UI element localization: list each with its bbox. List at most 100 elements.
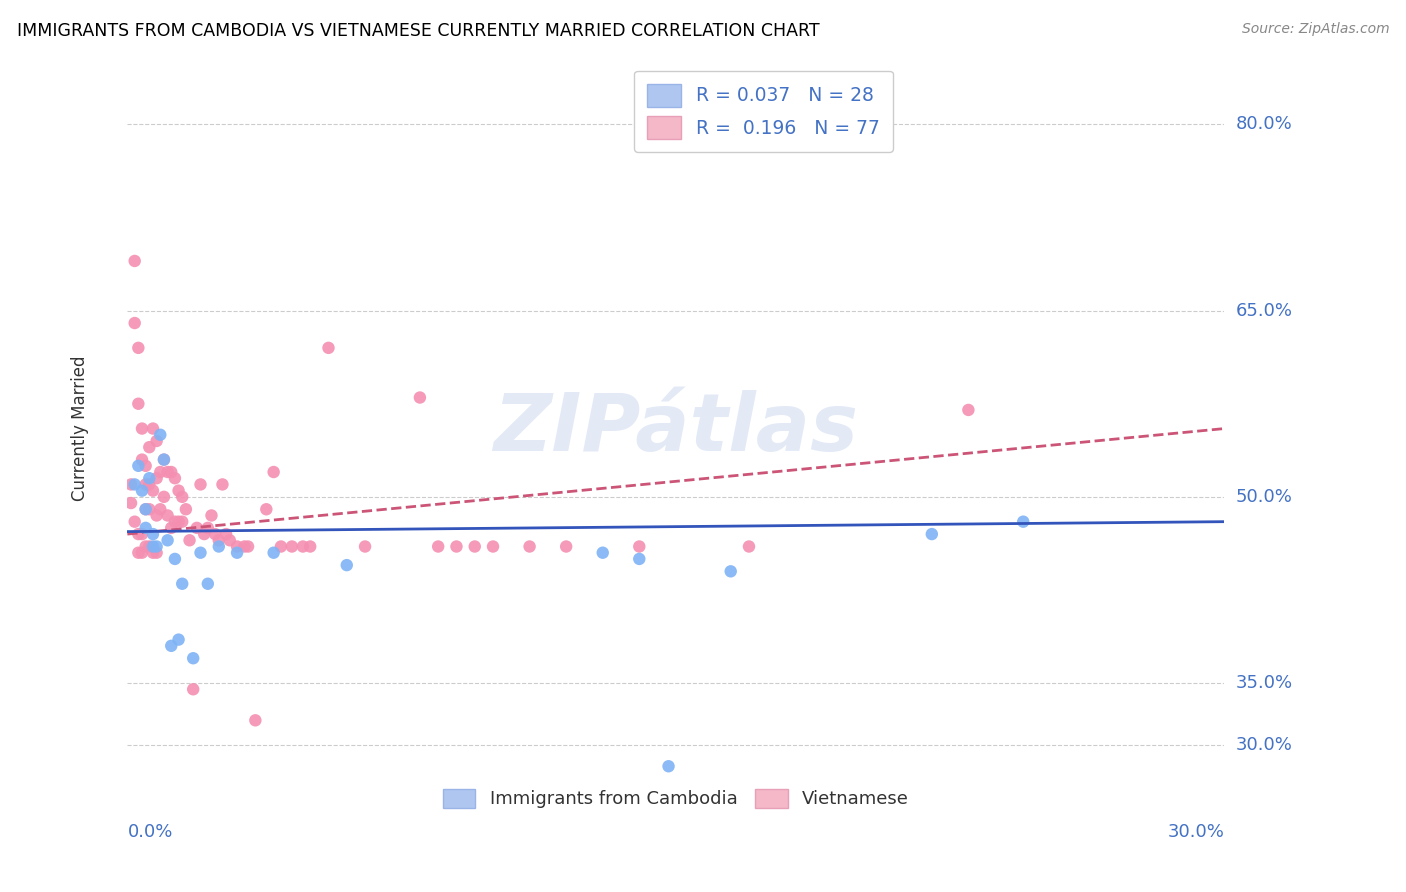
Point [208,540,231,554]
Point [138,540,160,554]
Point [186,521,208,535]
Point [233,540,256,554]
Text: IMMIGRANTS FROM CAMBODIA VS VIETNAMESE CURRENTLY MARRIED CORRELATION CHART: IMMIGRANTS FROM CAMBODIA VS VIETNAMESE C… [17,22,820,40]
Point [145,434,167,448]
Point [124,316,146,330]
Point [145,546,167,560]
Point [124,515,146,529]
Point [190,546,212,560]
Point [127,341,149,355]
Point [181,682,204,697]
Point [592,546,614,560]
Text: 50.0%: 50.0% [1236,488,1292,506]
Point [163,515,186,529]
Point [263,546,285,560]
Point [135,521,157,535]
Point [190,477,212,491]
Point [208,533,231,548]
Point [464,540,486,554]
Point [127,546,149,560]
Point [145,540,167,554]
Point [236,540,259,554]
Text: ZIPátlas: ZIPátlas [494,390,858,467]
Point [446,540,468,554]
Point [153,452,176,467]
Point [291,540,314,554]
Point [738,540,761,554]
Text: 30.0%: 30.0% [1236,736,1292,754]
Point [167,632,190,647]
Point [124,477,146,491]
Point [142,546,165,560]
Point [135,502,157,516]
Point [153,452,176,467]
Point [197,521,219,535]
Text: 35.0%: 35.0% [1236,674,1292,692]
Point [142,527,165,541]
Point [145,471,167,485]
Point [197,576,219,591]
Point [226,540,249,554]
Text: 65.0%: 65.0% [1236,301,1292,319]
Point [131,421,153,435]
Point [135,540,157,554]
Point [142,483,165,498]
Point [657,759,679,773]
Point [167,515,190,529]
Point [336,558,359,573]
Point [160,521,183,535]
Point [921,527,943,541]
Point [211,477,233,491]
Point [179,533,201,548]
Point [1012,515,1035,529]
Point [138,471,160,485]
Point [131,527,153,541]
Point [172,576,194,591]
Point [156,533,179,548]
Point [163,552,186,566]
Point [149,465,172,479]
Point [555,540,578,554]
Point [120,496,142,510]
Point [218,533,240,548]
Point [149,427,172,442]
Point [156,465,179,479]
Point [281,540,304,554]
Point [181,651,204,665]
Point [131,483,153,498]
Point [270,540,292,554]
Point [135,502,157,516]
Point [135,458,157,473]
Point [200,508,222,523]
Point [245,714,267,728]
Point [131,546,153,560]
Point [174,502,197,516]
Point [127,458,149,473]
Text: 0.0%: 0.0% [128,823,173,841]
Point [427,540,450,554]
Point [160,465,183,479]
Point [263,465,285,479]
Point [153,490,176,504]
Point [163,471,186,485]
Text: Currently Married: Currently Married [70,356,89,501]
Point [628,552,651,566]
Point [135,477,157,491]
Point [354,540,377,554]
Legend: Immigrants from Cambodia, Vietnamese: Immigrants from Cambodia, Vietnamese [432,778,920,819]
Point [160,639,183,653]
Point [145,508,167,523]
Point [628,540,651,554]
Point [172,490,194,504]
Point [318,341,340,355]
Text: Source: ZipAtlas.com: Source: ZipAtlas.com [1241,22,1389,37]
Point [149,502,172,516]
Point [193,527,215,541]
Point [124,254,146,268]
Text: 30.0%: 30.0% [1167,823,1225,841]
Point [519,540,541,554]
Text: 80.0%: 80.0% [1236,115,1292,134]
Point [409,391,432,405]
Point [957,403,980,417]
Point [138,502,160,516]
